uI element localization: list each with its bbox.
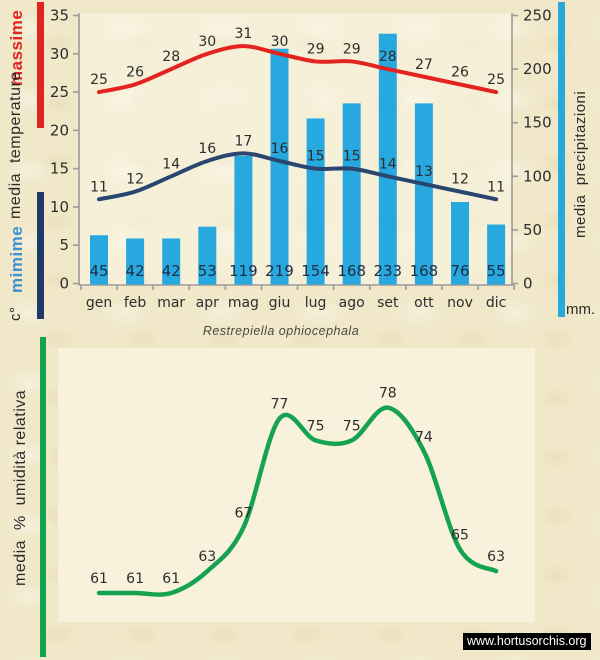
temp-tick-label: 10 (50, 198, 69, 216)
min-temp-value-label: 11 (90, 179, 108, 195)
humidity-value-label: 75 (307, 418, 325, 434)
humidity-value-label: 61 (162, 571, 180, 587)
month-label: nov (447, 295, 473, 311)
month-label: mar (157, 295, 185, 311)
min-temp-value-label: 13 (415, 164, 433, 180)
max-temp-value-label: 25 (90, 72, 108, 88)
humidity-value-label: 75 (343, 418, 361, 434)
month-label: mag (228, 295, 259, 311)
watermark: www.hortusorchis.org (463, 633, 591, 650)
max-temp-value-label: 30 (198, 34, 216, 50)
precip-bar (307, 118, 325, 284)
max-temp-value-label: 29 (307, 41, 325, 57)
max-temp-value-label: 27 (415, 57, 433, 73)
precip-value-label: 42 (162, 262, 181, 280)
min-temp-value-label: 15 (307, 149, 325, 165)
humidity-value-label: 74 (415, 429, 433, 445)
month-label: lug (305, 295, 327, 311)
precip-tick-label: 150 (523, 114, 552, 132)
temp-tick-label: 5 (59, 236, 69, 254)
humidity-value-label: 63 (487, 549, 505, 565)
min-temp-value-label: 12 (126, 172, 144, 188)
month-label: gen (86, 295, 112, 311)
min-temp-value-label: 16 (271, 141, 289, 157)
precip-value-label: 55 (487, 262, 506, 280)
month-label: apr (196, 295, 219, 311)
max-temp-value-label: 29 (343, 41, 361, 57)
max-temp-value-label: 26 (451, 64, 469, 80)
humidity-value-label: 77 (271, 397, 289, 413)
max-temp-value-label: 26 (126, 64, 144, 80)
precip-value-label: 233 (373, 262, 402, 280)
temp-tick-label: 0 (59, 275, 69, 293)
humidity-value-label: 67 (234, 506, 252, 522)
temp-tick-label: 25 (50, 83, 69, 101)
precip-tick-label: 50 (523, 221, 542, 239)
precip-value-label: 119 (229, 262, 258, 280)
humidity-value-label: 63 (198, 549, 216, 565)
precip-tick-label: 100 (523, 167, 552, 185)
month-label: feb (124, 295, 147, 311)
precip-value-label: 168 (337, 262, 366, 280)
max-temp-value-label: 28 (162, 49, 180, 65)
month-label: ago (339, 295, 365, 311)
min-temp-value-label: 11 (487, 179, 505, 195)
humidity-value-label: 61 (90, 571, 108, 587)
precip-value-label: 76 (450, 262, 469, 280)
min-temp-value-label: 17 (234, 133, 252, 149)
humidity-value-label: 78 (379, 386, 397, 402)
precip-value-label: 219 (265, 262, 294, 280)
max-temp-value-label: 28 (379, 49, 397, 65)
min-temp-value-label: 14 (162, 156, 180, 172)
precip-value-label: 42 (126, 262, 145, 280)
precip-tick-label: 250 (523, 7, 552, 25)
precip-value-label: 168 (410, 262, 439, 280)
max-temp-value-label: 31 (234, 26, 252, 42)
climate-charts: 0 5 10 15 20 25 30 35 0 50 100 150 200 250 25 26 28 30 31 3… (0, 0, 600, 660)
month-label: dic (486, 295, 506, 311)
min-temp-value-label: 14 (379, 156, 397, 172)
top-plot-area (80, 13, 512, 285)
precip-bar (343, 103, 361, 284)
precip-bar (415, 103, 433, 284)
temp-tick-label: 15 (50, 160, 69, 178)
precip-tick-label: 200 (523, 60, 552, 78)
temp-tick-label: 35 (50, 7, 69, 25)
month-label: ott (414, 295, 434, 311)
min-temp-value-label: 12 (451, 172, 469, 188)
precip-value-label: 53 (198, 262, 217, 280)
max-temp-value-label: 25 (487, 72, 505, 88)
humidity-value-label: 65 (451, 527, 469, 543)
max-temp-value-label: 30 (271, 34, 289, 50)
min-temp-value-label: 15 (343, 149, 361, 165)
precip-bar (271, 49, 289, 285)
precip-tick-label: 0 (523, 275, 533, 293)
climate-chart-page: massime media temperature mimime c° medi… (0, 0, 600, 660)
month-label: set (377, 295, 399, 311)
humidity-value-label: 61 (126, 571, 144, 587)
min-temp-value-label: 16 (198, 141, 216, 157)
precip-value-label: 154 (301, 262, 330, 280)
precip-value-label: 45 (89, 262, 108, 280)
month-label: giu (269, 295, 291, 311)
temp-tick-label: 30 (50, 45, 69, 63)
temp-tick-label: 20 (50, 121, 69, 139)
